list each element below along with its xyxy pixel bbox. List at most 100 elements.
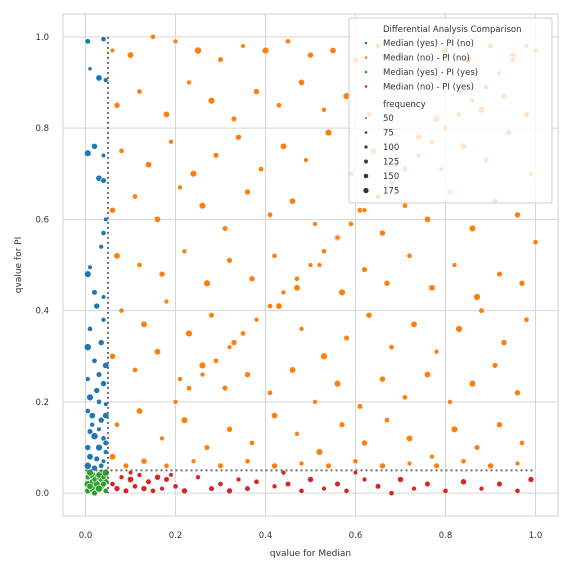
data-point: [163, 476, 170, 483]
data-point: [460, 458, 467, 465]
data-point: [199, 371, 206, 378]
data-point: [442, 487, 449, 494]
data-point: [271, 462, 278, 470]
data-point: [519, 440, 525, 446]
data-point: [379, 229, 386, 237]
data-point: [159, 435, 165, 442]
data-point: [87, 66, 93, 72]
data-point: [95, 484, 103, 493]
data-point: [532, 239, 539, 246]
data-point: [136, 472, 143, 478]
data-point: [86, 482, 94, 490]
data-point: [253, 88, 260, 95]
data-point: [163, 298, 170, 305]
data-point: [329, 46, 337, 55]
data-point: [514, 389, 521, 397]
data-point: [203, 279, 211, 287]
data-point: [320, 352, 328, 360]
data-point: [450, 425, 459, 433]
data-point: [98, 462, 105, 469]
data-point: [284, 480, 292, 488]
data-point: [118, 147, 125, 154]
legend-size-marker: [363, 187, 369, 194]
data-point: [248, 275, 256, 283]
data-point: [298, 460, 305, 467]
data-point: [83, 343, 92, 352]
data-point: [221, 225, 229, 232]
data-point: [208, 485, 215, 492]
data-point: [240, 43, 246, 49]
data-point: [203, 444, 211, 451]
data-point: [312, 399, 318, 405]
legend-hue-label: Median (no) - PI (yes): [383, 83, 474, 93]
data-point: [113, 485, 121, 492]
data-point: [307, 262, 314, 268]
x-tick-label: 0.6: [349, 531, 363, 541]
data-point: [261, 46, 270, 55]
legend-hue-entries: Median (yes) - PI (no) Median (no) - PI (…: [364, 39, 478, 93]
data-point: [429, 453, 435, 460]
data-point: [312, 221, 318, 227]
data-point: [267, 211, 273, 218]
data-point: [343, 334, 350, 342]
data-point: [126, 475, 135, 484]
data-point: [361, 476, 368, 483]
data-point: [113, 252, 121, 260]
data-point: [96, 398, 102, 405]
data-point: [185, 329, 193, 338]
data-point: [288, 197, 297, 205]
data-point: [103, 216, 109, 222]
data-point: [518, 279, 526, 287]
legend-size-label: 150: [383, 172, 399, 182]
data-point: [244, 458, 251, 465]
data-point: [194, 46, 202, 55]
x-tick-label: 1.0: [529, 531, 543, 541]
data-point: [334, 480, 341, 488]
data-point: [100, 458, 107, 464]
data-point: [307, 476, 314, 483]
data-point: [132, 367, 138, 373]
data-point: [244, 371, 251, 378]
data-point: [198, 201, 207, 210]
data-point: [527, 476, 535, 483]
x-tick-label: 0.2: [169, 531, 183, 541]
data-point: [496, 421, 503, 429]
legend: Differential Analysis Comparison Median …: [348, 17, 553, 204]
data-point: [258, 166, 264, 173]
data-point: [468, 379, 477, 388]
data-point: [100, 152, 107, 159]
data-point: [84, 270, 92, 278]
data-point: [100, 380, 107, 387]
data-point: [189, 170, 198, 178]
data-point: [221, 385, 229, 392]
data-point: [405, 434, 414, 442]
data-point: [95, 443, 103, 452]
data-point: [352, 458, 359, 465]
x-axis-label: qvalue for Median: [270, 549, 351, 559]
data-point: [230, 115, 238, 123]
data-point: [195, 474, 201, 480]
data-point: [240, 330, 246, 337]
data-point: [91, 357, 98, 364]
data-point: [154, 473, 161, 481]
data-point: [297, 78, 306, 86]
data-point: [298, 487, 305, 494]
data-point: [523, 316, 530, 323]
data-point: [100, 480, 107, 488]
data-point: [122, 462, 130, 469]
data-point: [181, 248, 188, 255]
y-tick-label: 0.2: [35, 398, 49, 408]
data-point: [136, 262, 143, 268]
data-point: [423, 371, 432, 379]
data-point: [321, 248, 327, 255]
data-point: [298, 326, 305, 332]
data-point: [428, 284, 436, 292]
data-point: [91, 143, 98, 150]
data-point: [83, 461, 92, 470]
data-point: [153, 348, 162, 356]
data-point: [288, 366, 297, 374]
legend-size-marker: [365, 117, 367, 119]
data-point: [84, 408, 91, 414]
data-point: [217, 481, 224, 488]
data-point: [198, 361, 207, 370]
